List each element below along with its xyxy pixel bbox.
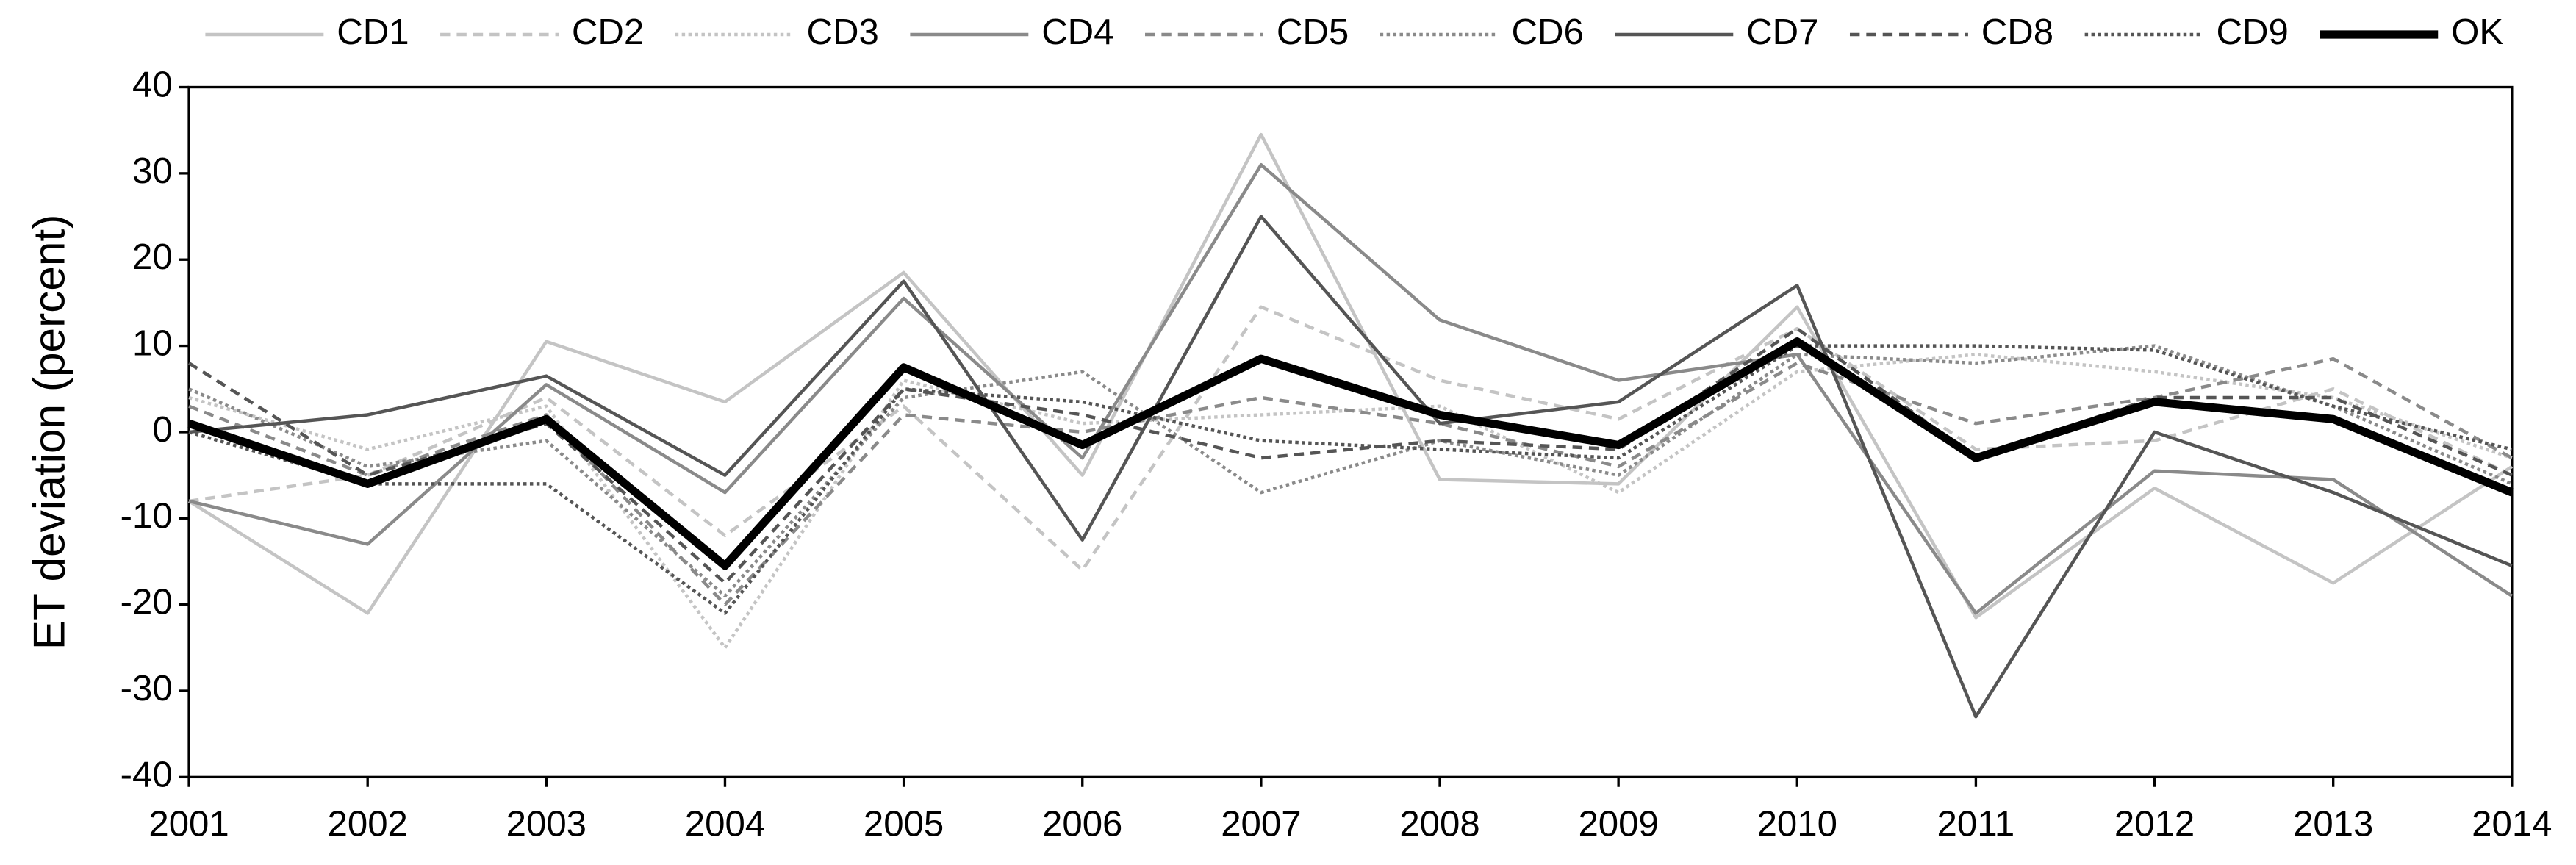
y-tick-label: -10	[121, 495, 173, 536]
x-tick-label: 2011	[1937, 803, 2015, 844]
series-line	[187, 132, 2514, 620]
y-tick-label: 30	[132, 151, 173, 191]
legend-label: CD9	[2216, 12, 2288, 52]
series-line	[187, 326, 2513, 585]
y-tick-label: 40	[132, 65, 173, 105]
y-tick-label: -20	[121, 582, 173, 622]
series-line	[188, 344, 2513, 615]
series-line	[188, 215, 2513, 719]
y-tick-label: -40	[121, 754, 173, 794]
plot-frame	[187, 85, 2514, 779]
y-tick-label: 0	[152, 409, 172, 450]
series-line	[188, 305, 2513, 572]
x-tick-label: 2012	[2114, 803, 2195, 844]
x-tick-label: 2003	[506, 803, 586, 844]
series-line	[187, 337, 2514, 570]
series-line	[188, 162, 2514, 615]
x-tick-label: 2007	[1221, 803, 1301, 844]
x-tick-label: 2009	[1578, 803, 1658, 844]
series-line	[188, 344, 2513, 598]
legend-label: CD5	[1277, 12, 1349, 52]
legend-label: CD7	[1746, 12, 1818, 52]
x-tick-label: 2004	[685, 803, 765, 844]
y-tick-label: 20	[132, 237, 173, 277]
x-tick-label: 2005	[864, 803, 944, 844]
legend-label: OK	[2451, 12, 2503, 52]
x-tick-label: 2002	[328, 803, 408, 844]
legend-label: CD1	[337, 12, 409, 52]
legend-label: CD8	[1981, 12, 2053, 52]
legend-label: CD3	[807, 12, 879, 52]
legend-label: CD4	[1041, 12, 1113, 52]
y-tick-label: -30	[121, 668, 173, 708]
series-line	[188, 356, 2513, 606]
series-line	[188, 353, 2513, 650]
legend-label: CD6	[1512, 12, 1584, 52]
x-tick-label: 2010	[1757, 803, 1837, 844]
y-tick-label: 10	[132, 323, 173, 364]
x-tick-label: 2008	[1399, 803, 1479, 844]
y-axis-label: ET deviation (percent)	[24, 215, 73, 650]
legend-label: CD2	[572, 12, 644, 52]
x-tick-label: 2001	[148, 803, 229, 844]
x-tick-label: 2006	[1042, 803, 1122, 844]
x-tick-label: 2014	[2472, 803, 2552, 844]
x-tick-label: 2013	[2293, 803, 2373, 844]
